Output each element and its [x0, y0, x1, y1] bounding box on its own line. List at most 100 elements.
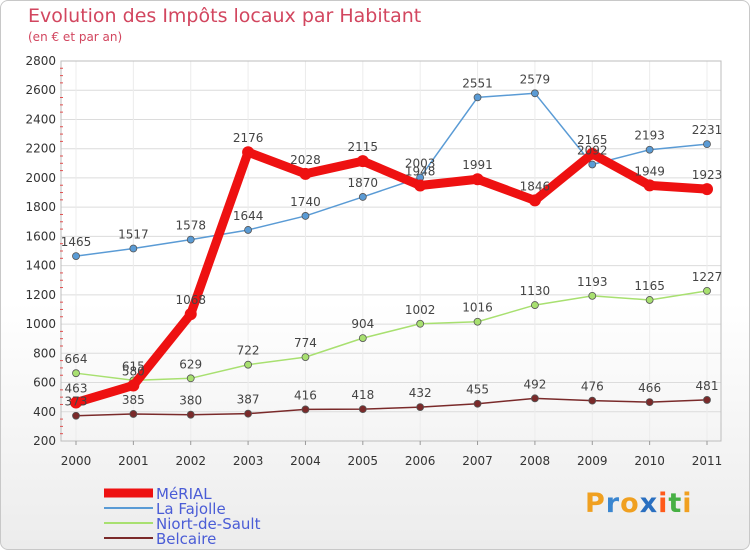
- data-point: [72, 411, 80, 420]
- data-label: 1948: [405, 165, 436, 179]
- data-labels: 463 580 1068 2176 2028 2115 1948 1991 1846 2165 19…: [61, 72, 723, 408]
- x-tick-label: 2010: [634, 454, 665, 468]
- data-point: [645, 398, 654, 407]
- y-tick-label: 2800: [25, 54, 56, 68]
- data-label: 1846: [520, 179, 551, 193]
- data-point: [184, 308, 197, 321]
- chart-title: Evolution des Impôts locaux par Habitant: [28, 5, 422, 27]
- data-point: [127, 379, 140, 392]
- data-point: [645, 296, 654, 304]
- data-label: 2231: [692, 123, 723, 137]
- grid-lines: [60, 60, 722, 442]
- series-layer: [70, 89, 713, 420]
- data-point: [473, 93, 482, 102]
- data-point: [244, 409, 252, 418]
- data-point: [299, 167, 312, 180]
- data-point: [586, 147, 599, 160]
- data-point: [703, 286, 711, 295]
- data-label: 1130: [520, 284, 551, 298]
- legend-label: La Fajolle: [156, 500, 226, 518]
- y-tick-label: 2000: [25, 171, 56, 185]
- data-point: [358, 193, 367, 201]
- x-tick-label: 2011: [692, 454, 723, 468]
- data-label: 416: [294, 388, 317, 402]
- logo-letter: o: [620, 488, 640, 519]
- data-label: 1740: [290, 195, 321, 209]
- logo-letter: P: [585, 488, 606, 519]
- data-label: 1068: [175, 293, 206, 307]
- y-tick-label: 1400: [25, 259, 56, 273]
- y-tick-label: 1000: [25, 317, 56, 331]
- data-label: 380: [179, 394, 202, 408]
- y-tick-label: 800: [33, 346, 56, 360]
- x-tick-label: 2003: [233, 454, 264, 468]
- data-point: [186, 235, 195, 244]
- data-point: [643, 179, 656, 192]
- data-label: 1870: [348, 176, 379, 190]
- legend-label: Niort-de-Sault: [156, 515, 261, 533]
- data-label: 418: [351, 388, 374, 402]
- data-point: [244, 360, 252, 369]
- data-label: 1644: [233, 209, 264, 223]
- logo-letter: i: [658, 488, 669, 519]
- y-tick-label: 200: [33, 434, 56, 448]
- data-label: 774: [294, 336, 317, 350]
- y-tick-label: 1800: [25, 200, 56, 214]
- data-point: [528, 194, 541, 207]
- data-point: [72, 252, 80, 261]
- data-point: [531, 89, 539, 98]
- data-point: [416, 319, 425, 328]
- data-label: 1002: [405, 303, 436, 317]
- data-point: [358, 334, 367, 343]
- data-label: 2003: [405, 156, 436, 170]
- data-label: 476: [581, 380, 604, 394]
- x-tick-label: 2008: [520, 454, 551, 468]
- data-point: [531, 301, 539, 309]
- x-axis: 2000 2001 2002 2003 2004 2005 2006 2007 2008 2009…: [61, 441, 723, 468]
- data-label: 1165: [634, 279, 665, 293]
- data-point: [301, 212, 310, 220]
- data-label: 1193: [577, 275, 608, 289]
- data-label: 1578: [175, 219, 206, 233]
- data-point: [301, 353, 310, 362]
- legend-label: MéRIAL: [156, 485, 212, 503]
- y-tick-label: 2600: [25, 83, 56, 97]
- data-point: [701, 183, 713, 196]
- data-label: 466: [638, 381, 661, 395]
- data-label: 2028: [290, 153, 321, 167]
- data-label: 1016: [462, 301, 493, 315]
- data-label: 1465: [61, 235, 92, 249]
- series-line-2: [75, 290, 708, 382]
- data-label: 664: [65, 352, 88, 366]
- data-point: [703, 140, 711, 149]
- chart-subtitle: (en € et par an): [28, 30, 123, 44]
- data-label: 2165: [577, 133, 608, 147]
- data-label: 492: [523, 377, 546, 391]
- data-point: [588, 396, 597, 405]
- logo-letter: r: [605, 488, 621, 519]
- logo-letter: t: [668, 488, 683, 519]
- data-label: 481: [696, 379, 719, 393]
- data-label: 2092: [577, 143, 608, 157]
- x-tick-label: 2004: [290, 454, 321, 468]
- x-tick-label: 2001: [118, 454, 149, 468]
- data-label: 463: [65, 382, 88, 396]
- data-label: 580: [122, 364, 145, 378]
- y-tick-label: 2400: [25, 112, 56, 126]
- data-label: 2579: [520, 72, 551, 86]
- data-label: 387: [237, 393, 260, 407]
- data-point: [129, 410, 138, 418]
- data-point: [72, 369, 80, 378]
- data-label: 1227: [692, 270, 723, 284]
- data-point: [301, 405, 310, 414]
- data-point: [473, 317, 482, 326]
- data-point: [588, 160, 597, 169]
- data-label: 2115: [348, 140, 379, 154]
- data-label: 1517: [118, 228, 149, 242]
- data-label: 1949: [634, 164, 665, 178]
- data-label: 615: [122, 359, 145, 373]
- plot-border: [60, 60, 722, 442]
- data-label: 722: [237, 344, 260, 358]
- x-tick-label: 2006: [405, 454, 436, 468]
